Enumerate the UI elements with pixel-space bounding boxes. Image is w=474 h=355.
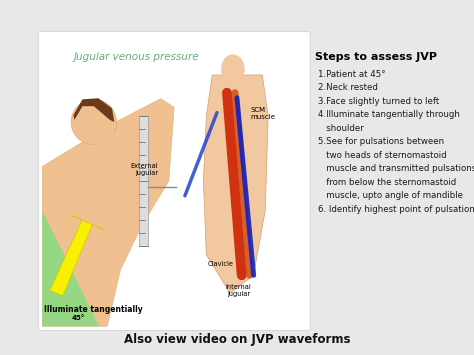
- Text: 45°: 45°: [71, 315, 84, 321]
- Circle shape: [71, 99, 117, 145]
- Text: 5.See for pulsations between: 5.See for pulsations between: [318, 137, 444, 146]
- Text: from below the sternomastoid: from below the sternomastoid: [318, 178, 456, 187]
- Text: Internal
jugular: Internal jugular: [226, 284, 252, 296]
- FancyBboxPatch shape: [38, 32, 310, 331]
- Bar: [139, 116, 148, 246]
- Text: Clavicle: Clavicle: [208, 261, 234, 267]
- Text: 6. Identify highest point of pulsation: 6. Identify highest point of pulsation: [318, 205, 474, 214]
- Text: 4.Illuminate tangentially through: 4.Illuminate tangentially through: [318, 110, 460, 119]
- Text: 3.Face slightly turned to left: 3.Face slightly turned to left: [318, 97, 439, 106]
- Polygon shape: [42, 99, 174, 326]
- Text: 1.Patient at 45°: 1.Patient at 45°: [318, 70, 386, 79]
- Text: External
jugular: External jugular: [130, 163, 158, 176]
- Text: Also view video on JVP waveforms: Also view video on JVP waveforms: [124, 333, 350, 345]
- Text: muscle and transmitted pulsations: muscle and transmitted pulsations: [318, 164, 474, 173]
- Text: Steps to assess JVP: Steps to assess JVP: [315, 52, 437, 62]
- Text: SCM
muscle: SCM muscle: [251, 107, 275, 120]
- Text: shoulder: shoulder: [318, 124, 364, 133]
- FancyBboxPatch shape: [95, 133, 115, 159]
- Text: Jugular venous pressure: Jugular venous pressure: [74, 52, 200, 62]
- Ellipse shape: [221, 54, 245, 84]
- Polygon shape: [203, 75, 268, 293]
- Text: two heads of sternomastoid: two heads of sternomastoid: [318, 151, 447, 160]
- Polygon shape: [73, 98, 114, 122]
- Polygon shape: [50, 215, 103, 296]
- Polygon shape: [42, 211, 99, 326]
- Text: www.clinicalpains.co.uk: www.clinicalpains.co.uk: [46, 320, 91, 324]
- Text: Illuminate tangentially: Illuminate tangentially: [44, 305, 143, 314]
- Text: 2.Neck rested: 2.Neck rested: [318, 83, 378, 92]
- Text: muscle, upto angle of mandible: muscle, upto angle of mandible: [318, 191, 463, 200]
